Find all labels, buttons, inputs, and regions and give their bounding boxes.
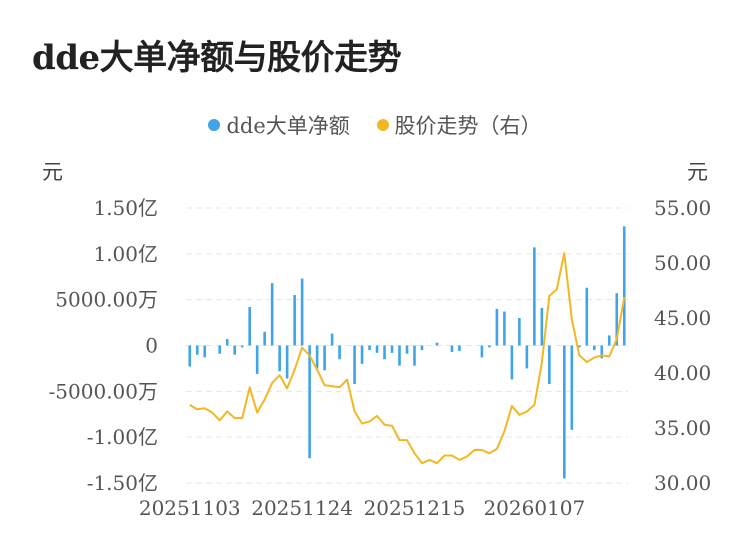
dde-bar: [405, 345, 409, 354]
dde-bar: [368, 345, 371, 351]
dde-bar: [248, 307, 251, 346]
dde-bar: [533, 247, 536, 346]
dde-bar: [480, 345, 484, 358]
dde-bar: [570, 345, 574, 430]
dde-bar: [233, 345, 236, 355]
legend-label-price: 股价走势（右）: [394, 114, 542, 138]
legend-item-price[interactable]: 股价走势（右）: [376, 110, 542, 140]
right-axis-tick-label: 40.00: [654, 361, 711, 385]
dde-bar: [390, 345, 394, 353]
dde-bar: [503, 311, 506, 346]
dde-bar: [315, 345, 319, 369]
dde-bar: [592, 345, 596, 351]
x-axis-tick-label: 20251124: [251, 496, 353, 520]
x-axis-tick-label: 20251215: [364, 496, 466, 520]
left-axis-tick-label: 5000.00万: [55, 288, 158, 312]
dde-bar: [450, 345, 454, 352]
dde-bar: [548, 345, 551, 384]
dde-bar: [330, 333, 334, 346]
dde-bar: [383, 345, 386, 360]
page-title: dde大单净额与股价走势: [32, 38, 402, 78]
dde-bar: [293, 295, 296, 346]
left-axis-tick-label: 1.50亿: [93, 196, 158, 220]
left-axis-tick-label: 0: [145, 334, 158, 358]
right-axis-unit: 元: [687, 160, 708, 184]
dde-bar: [518, 318, 521, 346]
price-line: [189, 252, 626, 465]
left-axis-tick-label: -1.00亿: [87, 425, 158, 449]
dde-bar: [420, 345, 424, 351]
left-axis-tick-label: -1.50亿: [87, 471, 158, 495]
dde-bar: [622, 226, 626, 346]
dde-bar: [195, 345, 199, 355]
dde-bar: [353, 345, 356, 384]
dde-bar: [300, 278, 304, 346]
dde-bar: [607, 335, 611, 346]
dde-bar: [308, 345, 311, 459]
left-axis-unit: 元: [42, 160, 63, 184]
dde-bar: [263, 331, 266, 346]
dde-bar: [398, 345, 401, 366]
right-axis-tick-label: 50.00: [654, 251, 711, 275]
dde-bar: [255, 345, 259, 374]
dde-bar: [278, 345, 281, 372]
dde-bar: [225, 339, 229, 346]
dde-bar: [488, 345, 491, 348]
dde-bar: [203, 345, 207, 358]
dde-bar: [615, 293, 619, 346]
dde-bar: [600, 345, 604, 359]
x-axis-tick-label: 20260107: [483, 496, 585, 520]
dde-bar: [495, 308, 499, 346]
left-axis-tick-label: 1.00亿: [93, 242, 158, 266]
dde-bar: [188, 345, 192, 367]
left-axis-tick-label: -5000.00万: [49, 379, 158, 403]
right-axis-tick-label: 30.00: [654, 471, 711, 495]
dde-bar: [218, 345, 222, 354]
dde-bar: [375, 345, 379, 353]
x-axis-tick-label: 20251103: [139, 496, 241, 520]
dde-bar: [435, 342, 439, 346]
dde-bar: [240, 345, 244, 348]
dde-bar: [285, 345, 289, 379]
right-axis-tick-label: 35.00: [654, 416, 711, 440]
dde-bar: [413, 345, 416, 366]
dde-bar: [510, 345, 514, 380]
dde-bar: [578, 345, 581, 348]
dde-bar: [458, 345, 461, 351]
dde-bar: [585, 287, 589, 346]
right-axis-tick-label: 55.00: [654, 196, 711, 220]
legend: dde大单净额 股价走势（右）: [0, 110, 750, 140]
dde-bar: [338, 345, 341, 360]
dde-bar: [525, 345, 529, 369]
right-axis-tick-label: 45.00: [654, 306, 711, 330]
legend-label-dde: dde大单净额: [226, 114, 350, 138]
legend-dot-price: [376, 119, 389, 131]
dde-bar: [563, 345, 566, 479]
dde-bar: [270, 283, 274, 346]
dde-bar: [540, 307, 544, 346]
legend-dot-dde: [208, 119, 221, 131]
dde-bar: [323, 345, 326, 371]
dde-bar: [360, 345, 364, 364]
legend-item-dde[interactable]: dde大单净额: [208, 110, 350, 140]
